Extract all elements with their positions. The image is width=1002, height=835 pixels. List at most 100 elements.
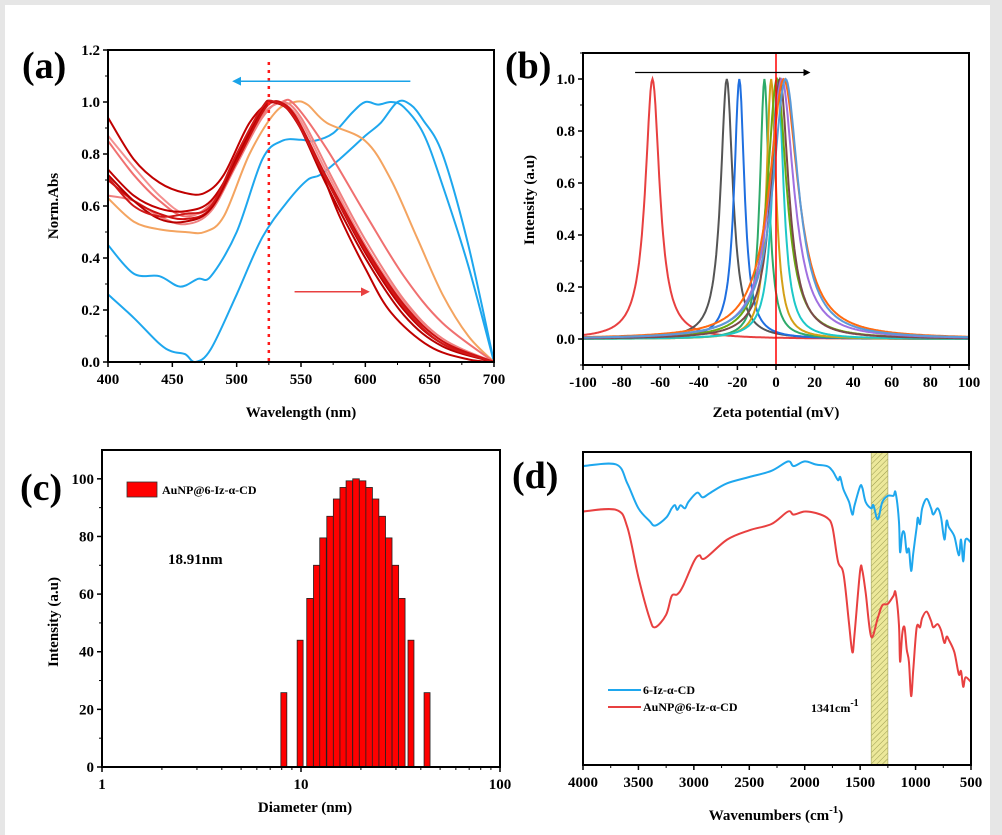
panel-a-y-axis-title: Norm.Abs bbox=[46, 173, 62, 239]
panel-d-plot-area bbox=[582, 460, 972, 698]
panel-a-plot-area bbox=[107, 62, 495, 364]
histogram-bar bbox=[306, 598, 314, 768]
panel-d-ftir-chart: (d) 4000 3500 3000 2500 2000 1500 1000 500 6-Iz… bbox=[512, 451, 983, 824]
panel-c-size-distribution-chart: (c) 1 10 100 0 20 40 60 80 100 AuNP@6-Iz-α-CD 18… bbox=[20, 449, 512, 816]
x-tick-label: 500 bbox=[225, 372, 248, 388]
panel-b-x-axis-title: Zeta potential (mV) bbox=[713, 405, 840, 421]
histogram-bar bbox=[407, 639, 415, 768]
x-tick-label: -40 bbox=[689, 375, 709, 391]
panel-letter-a: (a) bbox=[22, 45, 66, 87]
x-tick-label: 100 bbox=[958, 375, 981, 391]
panel-c-legend-label: AuNP@6-Iz-α-CD bbox=[162, 483, 257, 497]
x-tick-label: -80 bbox=[612, 375, 632, 391]
histogram-bar bbox=[371, 498, 380, 768]
panel-a-x-axis-title: Wavelength (nm) bbox=[246, 405, 356, 421]
histogram-bar bbox=[296, 639, 304, 768]
x-tick-label: 20 bbox=[807, 375, 822, 391]
x-tick-label: 600 bbox=[354, 372, 377, 388]
x-tick-label: 3500 bbox=[623, 775, 653, 791]
series-line-orange bbox=[107, 100, 495, 363]
y-tick-label: 1.2 bbox=[81, 43, 100, 59]
x-tick-label: 2000 bbox=[790, 775, 820, 791]
panel-c-plot-area bbox=[280, 478, 431, 768]
y-tick-label: 40 bbox=[79, 645, 94, 661]
y-tick-label: 0.4 bbox=[81, 251, 100, 267]
x-tick-label: -60 bbox=[650, 375, 670, 391]
panel-d-band-annotation-sup: -1 bbox=[850, 698, 858, 709]
y-tick-label: 0.6 bbox=[556, 176, 575, 192]
series-line-aunp-6-iz-alpha-cd bbox=[582, 508, 972, 698]
x-tick-label: 1 bbox=[98, 777, 106, 793]
x-tick-label: 3000 bbox=[679, 775, 709, 791]
panel-d-band-annotation-text: 1341cm bbox=[811, 701, 850, 715]
panel-letter-c: (c) bbox=[20, 467, 62, 509]
histogram-bar bbox=[385, 537, 393, 768]
panel-c-axes: 1 10 100 0 20 40 60 80 100 bbox=[72, 449, 512, 793]
x-tick-label: 80 bbox=[923, 375, 938, 391]
x-tick-label: 1000 bbox=[901, 775, 931, 791]
y-tick-label: 0.2 bbox=[81, 303, 100, 319]
y-tick-label: 0 bbox=[87, 760, 95, 776]
x-tick-label: 10 bbox=[294, 777, 309, 793]
panel-d-axes: 4000 3500 3000 2500 2000 1500 1000 500 bbox=[568, 451, 983, 791]
x-tick-label: 450 bbox=[161, 372, 184, 388]
histogram-bar bbox=[339, 487, 347, 768]
series-line-blue-2 bbox=[107, 100, 495, 363]
panel-b-axes: -100 -80 -60 -40 -20 0 20 40 60 80 100 0.0 0.2 0.4 0.6… bbox=[556, 52, 981, 391]
y-tick-label: 0.8 bbox=[81, 147, 100, 163]
histogram-bar bbox=[332, 498, 341, 768]
panel-c-y-axis-title: Intensity (a.u) bbox=[46, 577, 62, 667]
y-tick-label: 0.6 bbox=[81, 199, 100, 215]
panel-a-uv-vis-chart: (a) 400 450 500 550 600 650 700 0.0 0.2 0.4 0.6 0.8… bbox=[22, 43, 505, 421]
x-tick-label: 1500 bbox=[845, 775, 875, 791]
panel-d-legend-label-2: AuNP@6-Iz-α-CD bbox=[643, 700, 738, 714]
histogram-bar bbox=[326, 515, 334, 768]
y-tick-label: 100 bbox=[72, 472, 95, 488]
panel-d-x-axis-title-text: Wavenumbers (cm bbox=[709, 808, 830, 824]
y-tick-label: 0.8 bbox=[556, 124, 575, 140]
x-tick-label: 500 bbox=[960, 775, 983, 791]
histogram-bar bbox=[358, 480, 367, 768]
y-tick-label: 20 bbox=[79, 702, 94, 718]
panel-b-y-axis-title: Intensity (a.u) bbox=[522, 155, 538, 245]
x-tick-label: 2500 bbox=[734, 775, 764, 791]
histogram-bar bbox=[398, 598, 406, 768]
x-tick-label: 700 bbox=[483, 372, 506, 388]
x-tick-label: 650 bbox=[418, 372, 441, 388]
panel-d-x-axis-title: Wavenumbers (cm-1) bbox=[709, 804, 844, 824]
panel-a-axes: 400 450 500 550 600 650 700 0.0 0.2 0.4 0.6 0.8 1.0 1… bbox=[81, 43, 505, 388]
y-tick-label: 1.0 bbox=[556, 72, 575, 88]
panel-d-legend-label-1: 6-Iz-α-CD bbox=[643, 683, 695, 697]
panel-letter-b: (b) bbox=[505, 45, 551, 87]
histogram-bar bbox=[391, 564, 400, 768]
panel-d-band-annotation: 1341cm-1 bbox=[811, 698, 859, 715]
x-tick-label: 60 bbox=[884, 375, 899, 391]
panel-d-x-axis-title-sup: -1 bbox=[829, 804, 838, 816]
y-tick-label: 1.0 bbox=[81, 95, 100, 111]
panel-letter-d: (d) bbox=[512, 455, 558, 497]
x-tick-label: 400 bbox=[97, 372, 120, 388]
histogram-bar bbox=[352, 478, 360, 768]
y-tick-label: 0.0 bbox=[81, 355, 100, 371]
series-line-blue-1 bbox=[107, 99, 495, 364]
histogram-bar bbox=[423, 692, 431, 768]
series-line-6-iz-alpha-cd bbox=[582, 460, 972, 572]
y-tick-label: 0.4 bbox=[556, 228, 575, 244]
panel-c-legend-swatch bbox=[126, 481, 158, 498]
histogram-bar bbox=[280, 692, 288, 768]
histogram-bar bbox=[319, 537, 327, 768]
figure-background bbox=[5, 5, 990, 835]
x-tick-label: 40 bbox=[846, 375, 861, 391]
x-tick-label: -20 bbox=[727, 375, 747, 391]
y-tick-label: 80 bbox=[79, 529, 94, 545]
x-tick-label: 550 bbox=[290, 372, 313, 388]
panel-d-x-axis-title-tail: ) bbox=[838, 808, 843, 824]
histogram-bar bbox=[345, 480, 354, 768]
histogram-bar bbox=[365, 487, 373, 768]
x-tick-label: -100 bbox=[569, 375, 597, 391]
x-tick-label: 4000 bbox=[568, 775, 598, 791]
plot-frame bbox=[582, 451, 972, 766]
panel-b-zeta-chart: (b) -100 -80 -60 -40 -20 0 20 40 60 80 100 0.0 0.2 0.… bbox=[505, 45, 980, 421]
x-tick-label: 100 bbox=[489, 777, 512, 793]
